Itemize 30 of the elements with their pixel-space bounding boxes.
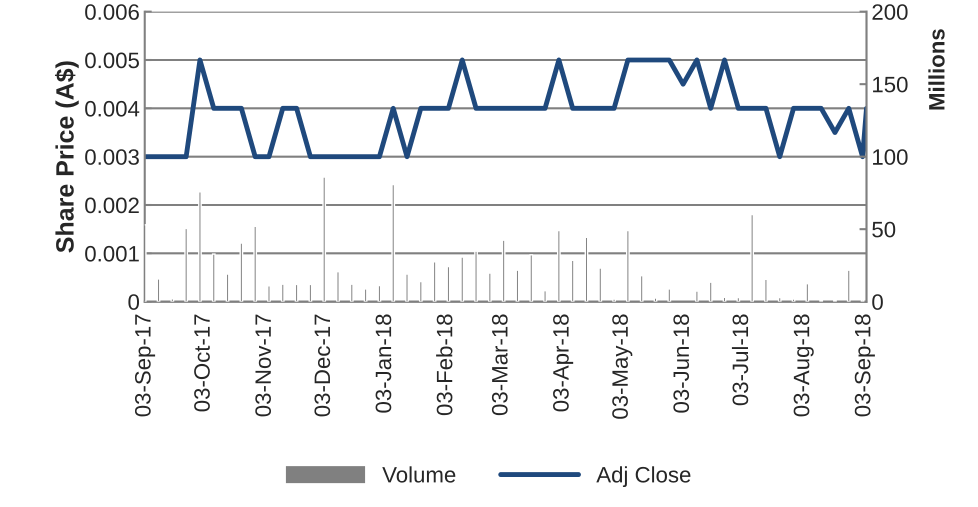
y-tick-label: 0.003 bbox=[85, 149, 139, 165]
x-tick-label: 03-Apr-18 bbox=[553, 314, 574, 412]
legend-label: Adj Close bbox=[596, 466, 690, 487]
x-tick-label: 03-Jul-18 bbox=[732, 314, 748, 406]
y-tick-label: 0.001 bbox=[85, 246, 139, 262]
line-series bbox=[144, 58, 867, 160]
y2-tick-label: 100 bbox=[873, 149, 908, 165]
legend-label: Volume bbox=[382, 466, 456, 483]
y2-tick-label: 50 bbox=[872, 222, 896, 238]
y2-tick-label: 0 bbox=[872, 294, 883, 310]
x-tick-label: 03-Sep-17 bbox=[134, 314, 156, 416]
x-tick-label: 03-May-18 bbox=[612, 314, 632, 419]
y-tick-label: 0.004 bbox=[85, 100, 140, 117]
x-tick-label: 03-Dec-17 bbox=[314, 314, 330, 416]
x-tick-label: 03-Oct-17 bbox=[194, 314, 210, 412]
y-axis-title: Share Price (A$) bbox=[54, 61, 79, 253]
x-tick-label: 03-Jun-18 bbox=[673, 314, 690, 413]
y2-axis-title: Millions bbox=[928, 29, 945, 110]
y2-tick-label: 200 bbox=[872, 4, 908, 20]
y-tick-label: 0.006 bbox=[85, 4, 139, 20]
x-tick-label: 03-Jan-18 bbox=[376, 314, 392, 413]
x-tick-label: 03-Feb-18 bbox=[436, 314, 452, 416]
y-tick-label: 0.002 bbox=[85, 198, 139, 214]
x-tick-label: 03-Sep-18 bbox=[854, 314, 875, 416]
x-tick-label: 03-Aug-18 bbox=[794, 314, 814, 416]
y-tick-label: 0 bbox=[128, 294, 140, 310]
x-tick-label: 03-Mar-18 bbox=[492, 314, 508, 416]
y2-tick-label: 150 bbox=[873, 76, 908, 92]
x-tick-label: 03-Nov-17 bbox=[255, 314, 272, 416]
y-tick-label: 0.005 bbox=[85, 52, 139, 68]
